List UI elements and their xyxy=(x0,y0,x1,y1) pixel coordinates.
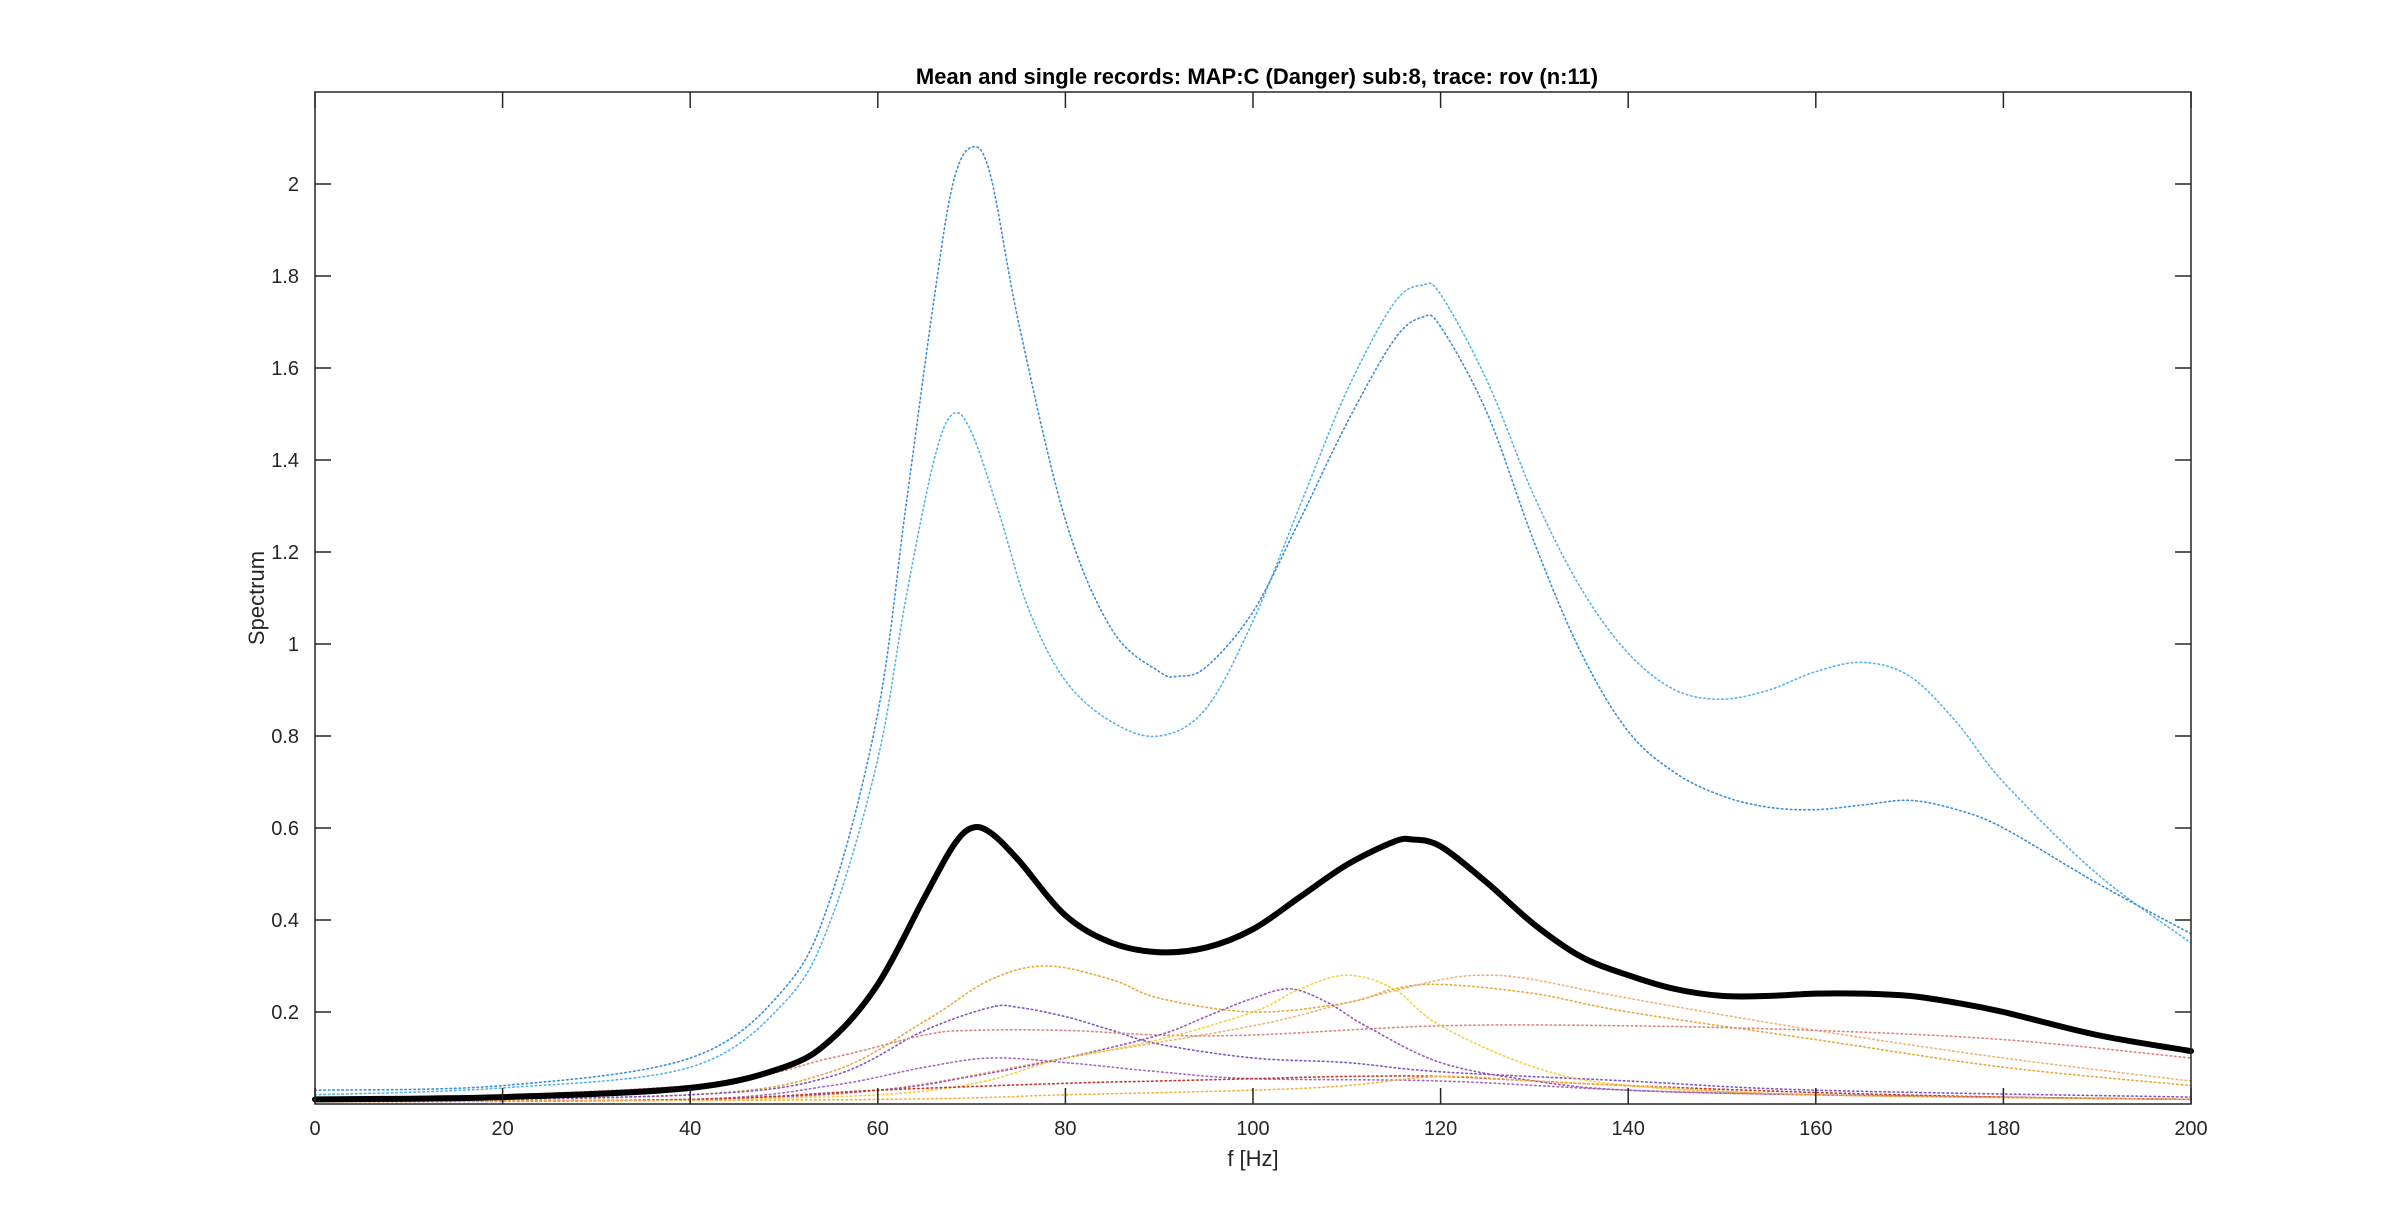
y-tick-label: 0.6 xyxy=(271,818,299,840)
y-tick-label: 2 xyxy=(288,174,299,196)
y-tick-label: 0.4 xyxy=(271,910,299,932)
x-tick-label: 180 xyxy=(1987,1118,2020,1140)
series-line-record-2 xyxy=(314,145,2192,1091)
y-tick-label: 1 xyxy=(288,634,299,656)
series-line-record-10 xyxy=(314,1075,2192,1103)
series-line-record-3 xyxy=(314,965,2192,1103)
x-tick-label: 140 xyxy=(1612,1118,1645,1140)
y-tick-label: 1.6 xyxy=(271,358,299,380)
x-tick-label: 100 xyxy=(1236,1118,1269,1140)
x-tick-label: 80 xyxy=(1054,1118,1076,1140)
y-tick-label: 1.2 xyxy=(271,542,299,564)
y-tick-label: 1.4 xyxy=(271,450,299,472)
x-axis-label: f [Hz] xyxy=(1227,1146,1278,1171)
x-tick-label: 40 xyxy=(679,1118,701,1140)
series-line-record-11 xyxy=(314,1075,2192,1103)
y-tick-label: 0.8 xyxy=(271,726,299,748)
axis-layer: 0 20 40 60 80 100 120 140 160 180 200 0.2 0.4 0.6 0.8 1… xyxy=(271,92,2208,1140)
x-tick-label: 60 xyxy=(867,1118,889,1140)
x-tick-label: 200 xyxy=(2174,1118,2207,1140)
y-tick-label: 0.2 xyxy=(271,1002,299,1024)
plot-area xyxy=(315,92,2191,1104)
series-line-mean xyxy=(312,823,2194,1103)
y-tick-label: 1.8 xyxy=(271,266,299,288)
plot-frame xyxy=(314,91,2192,1105)
x-tick-label: 20 xyxy=(491,1118,513,1140)
series-line-record-7 xyxy=(314,988,2192,1103)
series-line-record-9 xyxy=(314,1057,2192,1103)
x-tick-label: 120 xyxy=(1424,1118,1457,1140)
series-line-record-5 xyxy=(314,1004,2192,1103)
y-axis-label: Spectrum xyxy=(244,551,269,645)
series-line-record-1 xyxy=(314,282,2192,1096)
series-layer xyxy=(312,145,2194,1103)
x-tick-label: 0 xyxy=(309,1118,320,1140)
x-tick-label: 160 xyxy=(1799,1118,1832,1140)
chart-title: Mean and single records: MAP:C (Danger) … xyxy=(916,64,1598,89)
series-line-record-8 xyxy=(314,974,2192,1103)
